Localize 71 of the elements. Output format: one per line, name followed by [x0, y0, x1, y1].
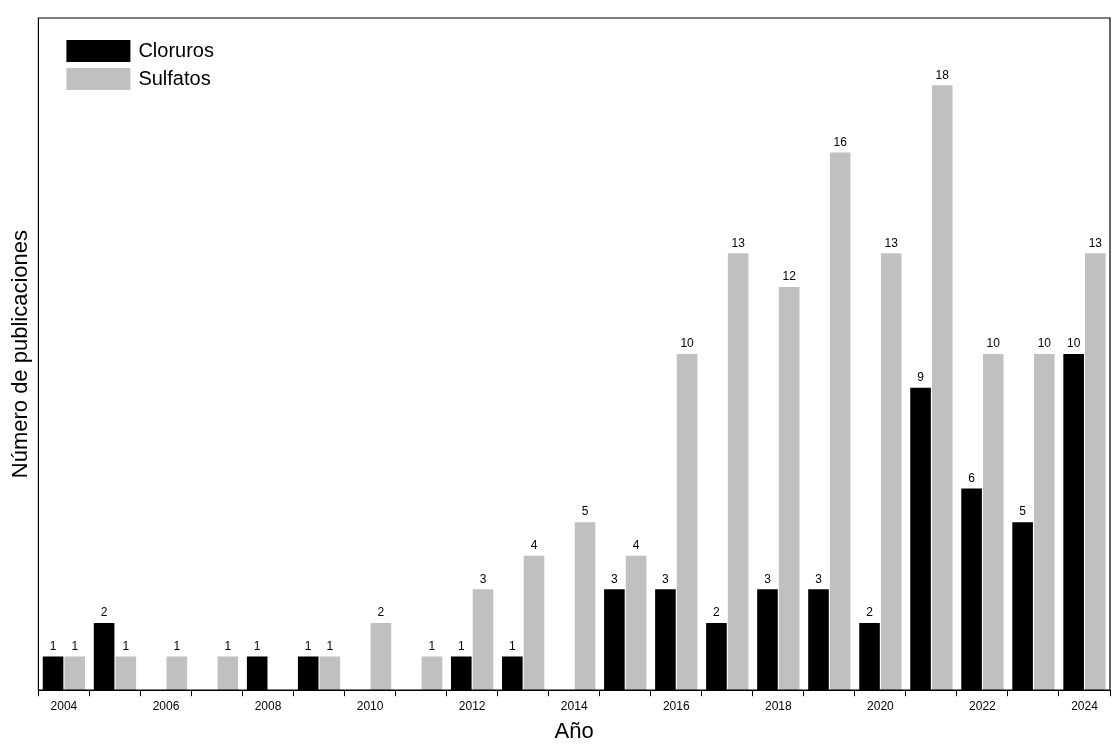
data-label: 1 — [224, 638, 232, 653]
bar — [829, 152, 851, 691]
data-label: 3 — [662, 571, 670, 586]
bar — [217, 656, 239, 691]
bar — [676, 354, 698, 691]
bar — [931, 85, 953, 691]
data-label: 10 — [1037, 336, 1052, 351]
x-axis-title: Año — [554, 717, 594, 743]
data-label: 1 — [253, 638, 261, 653]
data-label: 3 — [611, 571, 619, 586]
data-label: 3 — [815, 571, 823, 586]
data-label: 13 — [1088, 235, 1103, 250]
data-label: 12 — [782, 269, 797, 284]
data-label: 2 — [100, 605, 108, 620]
data-label: 3 — [764, 571, 772, 586]
x-tick-label: 2004 — [50, 698, 78, 713]
bar — [370, 622, 392, 691]
data-label: 5 — [1019, 504, 1027, 519]
x-tick-label: 2016 — [662, 698, 690, 713]
data-label: 18 — [935, 67, 950, 82]
data-label: 1 — [428, 638, 436, 653]
bar — [574, 522, 596, 691]
bar — [421, 656, 443, 691]
bar — [523, 555, 545, 691]
x-tick-label: 2024 — [1071, 698, 1099, 713]
bar — [727, 253, 749, 691]
data-label: 4 — [632, 538, 640, 553]
data-label: 10 — [986, 336, 1001, 351]
data-label: 9 — [917, 370, 925, 385]
x-tick-label: 2012 — [458, 698, 486, 713]
bar — [319, 656, 341, 691]
data-label: 2 — [866, 605, 874, 620]
x-tick-label: 2018 — [764, 698, 792, 713]
bar — [1085, 253, 1106, 691]
bar — [625, 555, 647, 691]
bar — [778, 286, 800, 691]
data-label: 1 — [304, 638, 312, 653]
data-label: 1 — [122, 638, 130, 653]
x-tick-label: 2022 — [969, 698, 997, 713]
data-label: 1 — [457, 638, 465, 653]
data-label: 10 — [1066, 336, 1081, 351]
data-label: 2 — [713, 605, 721, 620]
bar — [472, 589, 494, 691]
legend-label: Cloruros — [138, 38, 214, 61]
data-label: 10 — [680, 336, 695, 351]
x-tick-label: 2010 — [356, 698, 384, 713]
data-label: 2 — [377, 605, 385, 620]
data-label: 1 — [71, 638, 79, 653]
bar — [166, 656, 188, 691]
bar — [982, 354, 1004, 691]
x-tick-label: 2008 — [254, 698, 282, 713]
data-label: 1 — [326, 638, 334, 653]
data-label: 13 — [884, 235, 899, 250]
y-axis-title: Número de publicaciones — [7, 229, 33, 479]
data-label: 13 — [731, 235, 746, 250]
legend-label: Sulfatos — [138, 66, 211, 89]
data-label: 4 — [530, 538, 538, 553]
data-label: 5 — [581, 504, 589, 519]
data-label: 6 — [968, 470, 976, 485]
data-label: 1 — [508, 638, 516, 653]
bar — [64, 656, 86, 691]
x-tick-label: 2006 — [152, 698, 180, 713]
x-tick-label: 2020 — [867, 698, 895, 713]
data-label: 1 — [49, 638, 57, 653]
bar — [880, 253, 902, 691]
bar — [115, 656, 137, 691]
data-label: 1 — [173, 638, 181, 653]
bar — [1034, 354, 1055, 691]
data-label: 16 — [833, 134, 848, 149]
x-tick-label: 2014 — [560, 698, 588, 713]
data-label: 3 — [479, 571, 487, 586]
